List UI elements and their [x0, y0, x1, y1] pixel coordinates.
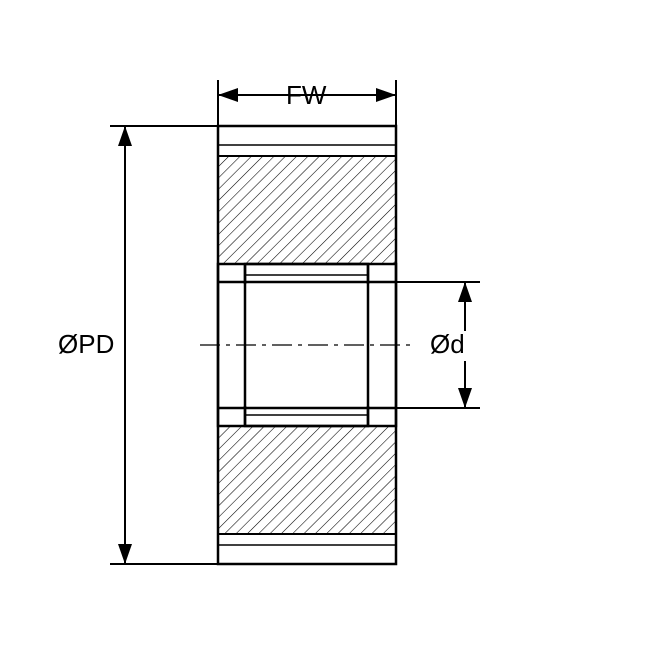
technical-drawing: FW ØPD Ød	[0, 0, 670, 670]
label-pd: ØPD	[58, 329, 114, 359]
label-d: Ød	[430, 329, 465, 359]
label-fw: FW	[286, 80, 327, 110]
